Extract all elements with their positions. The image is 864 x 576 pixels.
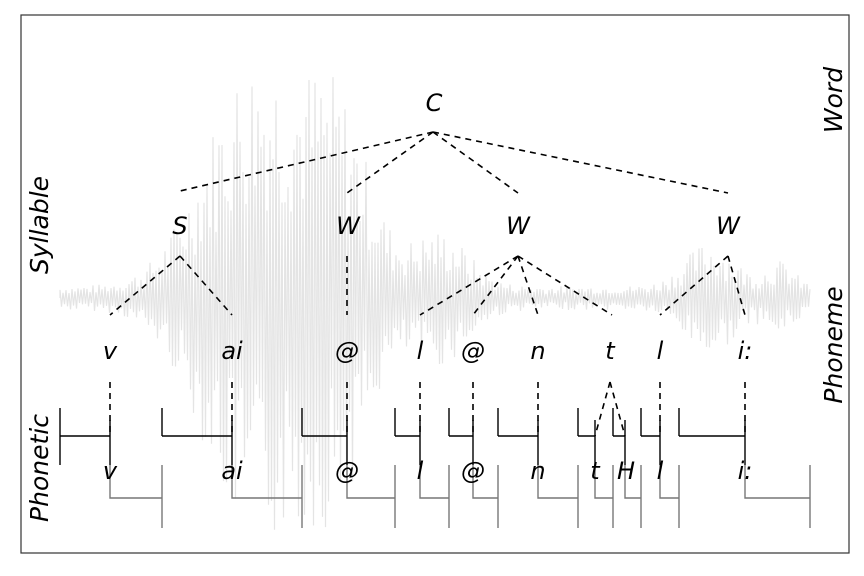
link-p-t-a bbox=[594, 381, 611, 437]
phonetic-boundaries bbox=[59, 408, 746, 465]
phoneme-node: ai bbox=[221, 337, 243, 365]
phoneme-node: n bbox=[530, 337, 545, 365]
phonetic-label: l bbox=[417, 457, 424, 485]
link-s1-v bbox=[109, 255, 181, 316]
phoneme-node: v bbox=[103, 337, 118, 365]
interval-v bbox=[109, 465, 163, 528]
phoneme-node: l bbox=[657, 337, 664, 365]
phoneme-node: i: bbox=[738, 337, 753, 365]
phonetic-label: n bbox=[530, 457, 545, 485]
tier-label-phonetic: Phonetic bbox=[25, 414, 54, 522]
syllable-to-phoneme-links bbox=[109, 255, 746, 316]
interval-t bbox=[594, 465, 614, 528]
phonetic-label: l bbox=[657, 457, 664, 485]
boundary-v bbox=[59, 408, 111, 465]
syllable-node: W bbox=[336, 212, 361, 240]
phonetic-intervals bbox=[109, 465, 811, 528]
phoneme-node: t bbox=[605, 337, 616, 365]
phonetic-label: ai bbox=[221, 457, 243, 485]
boundary-i bbox=[678, 408, 746, 465]
interval-n bbox=[537, 465, 579, 528]
phoneme-node: @ bbox=[335, 337, 359, 365]
interval-h bbox=[624, 465, 642, 528]
syllable-node: W bbox=[506, 212, 531, 240]
phoneme-node: l bbox=[417, 337, 424, 365]
link-s1-ai bbox=[179, 255, 233, 316]
link-s3-l bbox=[419, 255, 519, 316]
interval-at2 bbox=[472, 465, 499, 528]
phonetic-label: @ bbox=[335, 457, 359, 485]
tier-label-syllable: Syllable bbox=[25, 176, 54, 274]
phonetic-label: i: bbox=[738, 457, 753, 485]
link-s4-l bbox=[659, 255, 729, 316]
link-s3-t bbox=[517, 255, 613, 316]
phonetic-label: @ bbox=[461, 457, 485, 485]
boundary-n bbox=[497, 408, 539, 465]
interval-l1 bbox=[419, 465, 450, 528]
interval-i bbox=[744, 465, 811, 528]
boundary-at1 bbox=[301, 408, 348, 465]
tier-label-word: Word bbox=[819, 67, 848, 133]
boundary-l1 bbox=[394, 408, 421, 465]
link-p-t-b bbox=[609, 381, 626, 437]
link-s3-at bbox=[472, 255, 519, 316]
waveform-trace bbox=[59, 77, 811, 530]
speech-waveform bbox=[59, 77, 811, 530]
syllable-node: S bbox=[172, 212, 187, 240]
boundary-ai bbox=[161, 408, 233, 465]
phonetic-label: v bbox=[103, 457, 118, 485]
phoneme-node: @ bbox=[461, 337, 485, 365]
interval-l2 bbox=[659, 465, 680, 528]
boundary-t bbox=[577, 408, 596, 465]
boundary-at2 bbox=[448, 408, 474, 465]
syllable-node: W bbox=[716, 212, 741, 240]
tier-label-phoneme: Phoneme bbox=[819, 286, 848, 403]
interval-ai bbox=[231, 465, 303, 528]
boundary-h bbox=[612, 408, 626, 465]
interval-at1 bbox=[346, 465, 396, 528]
word-node: C bbox=[426, 89, 443, 117]
phonetic-label: H bbox=[617, 457, 635, 485]
boundary-l2 bbox=[640, 408, 661, 465]
phonetic-label: t bbox=[590, 457, 601, 485]
